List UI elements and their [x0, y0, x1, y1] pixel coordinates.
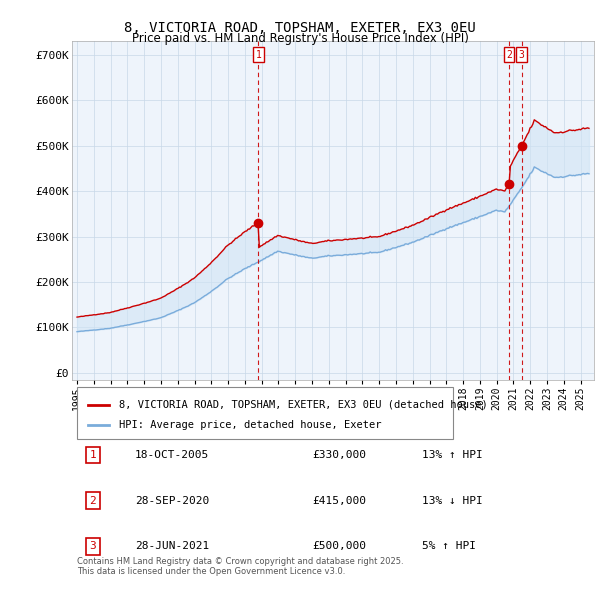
Text: 3: 3 [89, 542, 96, 552]
Bar [77, 388, 453, 439]
Text: 13% ↓ HPI: 13% ↓ HPI [422, 496, 482, 506]
Text: Price paid vs. HM Land Registry's House Price Index (HPI): Price paid vs. HM Land Registry's House … [131, 32, 469, 45]
Text: 13% ↑ HPI: 13% ↑ HPI [422, 450, 482, 460]
Text: 1: 1 [256, 50, 261, 60]
Text: 8, VICTORIA ROAD, TOPSHAM, EXETER, EX3 0EU: 8, VICTORIA ROAD, TOPSHAM, EXETER, EX3 0… [124, 21, 476, 35]
Text: 28-SEP-2020: 28-SEP-2020 [134, 496, 209, 506]
Text: £415,000: £415,000 [312, 496, 366, 506]
Text: 8, VICTORIA ROAD, TOPSHAM, EXETER, EX3 0EU (detached house): 8, VICTORIA ROAD, TOPSHAM, EXETER, EX3 0… [119, 399, 488, 409]
Text: Contains HM Land Registry data © Crown copyright and database right 2025.
This d: Contains HM Land Registry data © Crown c… [77, 557, 404, 576]
Text: 18-OCT-2005: 18-OCT-2005 [134, 450, 209, 460]
Text: 2: 2 [89, 496, 96, 506]
Text: 28-JUN-2021: 28-JUN-2021 [134, 542, 209, 552]
Text: £500,000: £500,000 [312, 542, 366, 552]
Text: 5% ↑ HPI: 5% ↑ HPI [422, 542, 476, 552]
Text: 2: 2 [506, 50, 512, 60]
Text: 1: 1 [89, 450, 96, 460]
Text: 3: 3 [519, 50, 524, 60]
Text: HPI: Average price, detached house, Exeter: HPI: Average price, detached house, Exet… [119, 419, 382, 430]
Text: £330,000: £330,000 [312, 450, 366, 460]
